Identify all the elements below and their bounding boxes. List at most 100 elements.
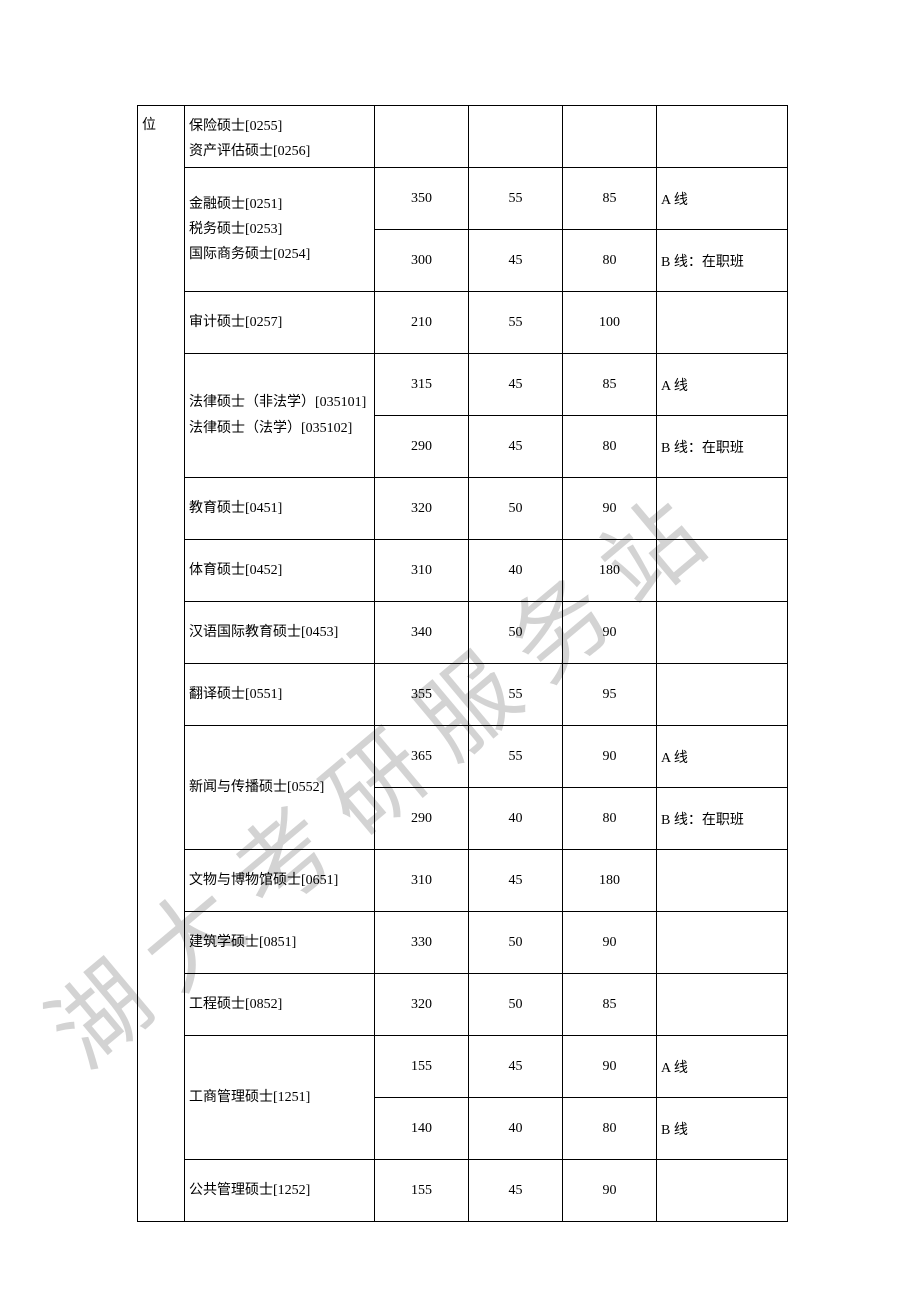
major-line: 金融硕士[0251]	[189, 197, 282, 212]
major-line: 工程硕士[0852]	[189, 997, 282, 1012]
score3-cell: 180	[563, 850, 657, 912]
score3-cell: 80	[563, 416, 657, 478]
score1-cell: 320	[375, 974, 469, 1036]
score3-cell: 85	[563, 974, 657, 1036]
major-cell: 文物与博物馆硕士[0651]	[185, 850, 375, 912]
note-cell: A 线	[657, 168, 788, 230]
score1-cell: 140	[375, 1098, 469, 1160]
score2-cell: 40	[469, 1098, 563, 1160]
score2-cell: 45	[469, 416, 563, 478]
score2-cell: 45	[469, 1036, 563, 1098]
major-cell: 教育硕士[0451]	[185, 478, 375, 540]
score2-cell: 40	[469, 788, 563, 850]
score3-cell: 80	[563, 230, 657, 292]
score2-cell: 55	[469, 726, 563, 788]
table-row: 教育硕士[0451]3205090	[138, 478, 788, 540]
note-cell: A 线	[657, 726, 788, 788]
note-cell	[657, 602, 788, 664]
major-cell: 汉语国际教育硕士[0453]	[185, 602, 375, 664]
score3-cell: 85	[563, 168, 657, 230]
table-row: 审计硕士[0257] 21055100	[138, 292, 788, 354]
major-line: 教育硕士[0451]	[189, 501, 282, 516]
score-table: 位保险硕士[0255]资产评估硕士[0256]金融硕士[0251]税务硕士[02…	[137, 105, 788, 1222]
score1-cell: 290	[375, 416, 469, 478]
note-cell	[657, 292, 788, 354]
table-row: 建筑学硕士[0851]3305090	[138, 912, 788, 974]
major-cell: 公共管理硕士[1252]	[185, 1160, 375, 1222]
score2-cell: 55	[469, 664, 563, 726]
major-line: 保险硕士[0255]	[189, 119, 282, 134]
note-cell	[657, 1160, 788, 1222]
major-line: 新闻与传播硕士[0552]	[189, 780, 324, 795]
score1-cell: 320	[375, 478, 469, 540]
score3-cell: 90	[563, 912, 657, 974]
note-cell	[657, 478, 788, 540]
major-cell: 保险硕士[0255] 资产评估硕士[0256]	[185, 106, 375, 168]
note-cell	[657, 850, 788, 912]
score2-cell	[469, 106, 563, 168]
score1-cell: 365	[375, 726, 469, 788]
note-cell	[657, 106, 788, 168]
score3-cell	[563, 106, 657, 168]
category-cell: 位	[138, 106, 185, 1222]
note-cell	[657, 540, 788, 602]
table-row: 新闻与传播硕士[0552]3655590A 线	[138, 726, 788, 788]
score3-cell: 180	[563, 540, 657, 602]
major-cell: 体育硕士[0452]	[185, 540, 375, 602]
note-cell: A 线	[657, 354, 788, 416]
score3-cell: 90	[563, 478, 657, 540]
score1-cell: 210	[375, 292, 469, 354]
note-cell: B 线：在职班	[657, 230, 788, 292]
major-cell: 建筑学硕士[0851]	[185, 912, 375, 974]
major-line: 工商管理硕士[1251]	[189, 1090, 310, 1105]
score3-cell: 90	[563, 726, 657, 788]
major-line: 税务硕士[0253]	[189, 222, 282, 237]
table-row: 法律硕士（非法学）[035101]法律硕士（法学）[035102]3154585…	[138, 354, 788, 416]
score1-cell: 300	[375, 230, 469, 292]
major-cell: 审计硕士[0257]	[185, 292, 375, 354]
table-row: 翻译硕士[0551]3555595	[138, 664, 788, 726]
score2-cell: 50	[469, 974, 563, 1036]
note-cell: A 线	[657, 1036, 788, 1098]
score1-cell: 310	[375, 540, 469, 602]
table-row: 金融硕士[0251]税务硕士[0253]国际商务硕士[0254]3505585A…	[138, 168, 788, 230]
score1-cell: 155	[375, 1160, 469, 1222]
score1-cell: 315	[375, 354, 469, 416]
major-line: 文物与博物馆硕士[0651]	[189, 873, 338, 888]
major-line: 建筑学硕士[0851]	[189, 935, 296, 950]
major-line: 翻译硕士[0551]	[189, 687, 282, 702]
score1-cell: 290	[375, 788, 469, 850]
note-cell	[657, 974, 788, 1036]
score3-cell: 80	[563, 1098, 657, 1160]
note-cell	[657, 912, 788, 974]
score3-cell: 85	[563, 354, 657, 416]
score2-cell: 50	[469, 602, 563, 664]
score2-cell: 45	[469, 230, 563, 292]
table-row: 体育硕士[0452]31040180	[138, 540, 788, 602]
score2-cell: 45	[469, 850, 563, 912]
major-line: 法律硕士（法学）[035102]	[189, 421, 352, 436]
table-row: 文物与博物馆硕士[0651] 31045180	[138, 850, 788, 912]
major-line: 公共管理硕士[1252]	[189, 1183, 310, 1198]
major-line: 审计硕士[0257]	[189, 315, 282, 330]
score2-cell: 55	[469, 292, 563, 354]
score2-cell: 45	[469, 1160, 563, 1222]
note-cell: B 线	[657, 1098, 788, 1160]
major-line: 汉语国际教育硕士[0453]	[189, 625, 338, 640]
major-cell: 工商管理硕士[1251]	[185, 1036, 375, 1160]
score2-cell: 40	[469, 540, 563, 602]
major-cell: 工程硕士[0852]	[185, 974, 375, 1036]
table-row: 工商管理硕士[1251]1554590A 线	[138, 1036, 788, 1098]
score1-cell: 355	[375, 664, 469, 726]
major-line: 资产评估硕士[0256]	[189, 144, 310, 159]
score2-cell: 55	[469, 168, 563, 230]
score1-cell: 310	[375, 850, 469, 912]
score1-cell	[375, 106, 469, 168]
score1-cell: 350	[375, 168, 469, 230]
score3-cell: 90	[563, 1036, 657, 1098]
score3-cell: 100	[563, 292, 657, 354]
major-cell: 法律硕士（非法学）[035101]法律硕士（法学）[035102]	[185, 354, 375, 478]
table-row: 汉语国际教育硕士[0453]3405090	[138, 602, 788, 664]
note-cell: B 线：在职班	[657, 788, 788, 850]
major-cell: 新闻与传播硕士[0552]	[185, 726, 375, 850]
